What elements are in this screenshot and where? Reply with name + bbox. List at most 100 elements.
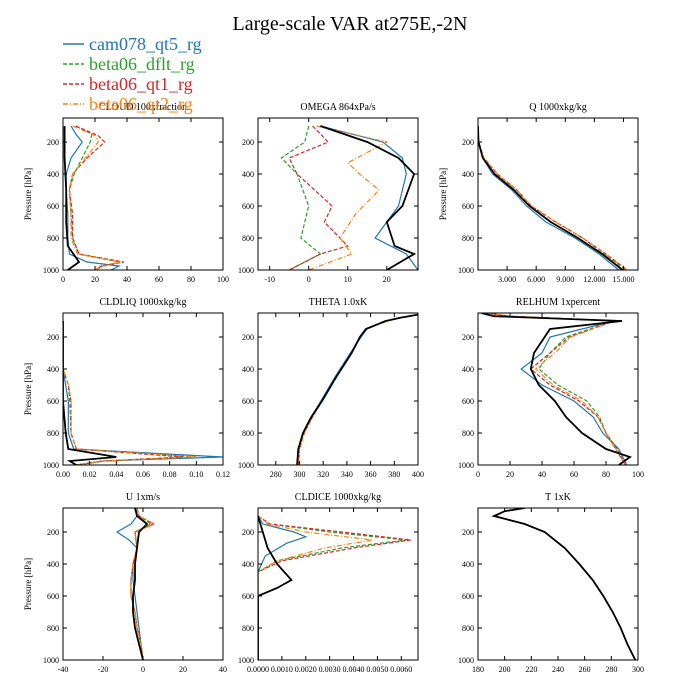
panel-5: 0 20 40 60 80 100 200 400 600 800 1000 RELHUM 1xper… — [458, 297, 644, 479]
x-tick-label: 40 — [123, 275, 131, 284]
y-tick-label: 800 — [47, 624, 59, 633]
y-tick-label: 800 — [242, 234, 254, 243]
x-tick-label: 20 — [179, 665, 187, 674]
x-tick-label: 220 — [525, 665, 537, 674]
y-tick-label: 400 — [462, 365, 474, 374]
y-tick-label: 200 — [47, 528, 59, 537]
plot-frame — [62, 312, 224, 466]
y-tick-label: 400 — [242, 170, 254, 179]
x-tick-label: 40 — [538, 470, 546, 479]
x-tick-label: 360 — [365, 470, 377, 479]
series-line-unlabeled — [132, 508, 149, 660]
series-line-beta06_qt1_rg — [258, 515, 411, 660]
x-tick-label: 0 — [476, 470, 480, 479]
series-line-beta06_qt2_rg — [63, 321, 197, 465]
series-line-beta06_dflt_rg — [478, 125, 626, 270]
x-tick-label: 15.000 — [612, 275, 634, 284]
panel-title: CLOUD 100xfraction — [99, 102, 187, 113]
y-tick-label: 600 — [462, 592, 474, 601]
panel-3: 0.00 0.02 0.04 0.06 0.08 0.10 0.12 200 400 600 800… — [23, 297, 230, 479]
y-tick-label: 600 — [462, 202, 474, 211]
y-tick-label: 600 — [47, 592, 59, 601]
x-tick-label: 80 — [602, 470, 610, 479]
y-tick-label: 200 — [462, 333, 474, 342]
x-tick-label: 100 — [217, 275, 229, 284]
series-line-beta06_dflt_rg — [258, 515, 407, 660]
x-tick-label: 0.0010 — [271, 665, 293, 674]
panel-title: T 1xK — [545, 492, 571, 503]
panel-6: -40 -20 0 20 40 200 400 600 800 1000 U 1xm/s Pressu… — [23, 492, 227, 674]
series-line-beta06_qt1_rg — [68, 125, 124, 270]
x-tick-label: 80 — [187, 275, 195, 284]
plot-frame — [62, 117, 224, 271]
series-line-beta06_qt2_rg — [297, 314, 418, 465]
series-line-beta06_dflt_rg — [297, 314, 418, 465]
legend-label-beta06_dflt_rg: beta06_dflt_rg — [89, 54, 195, 74]
panel-title: CLDLIQ 1000xkg/kg — [100, 297, 187, 308]
x-tick-label: 0.0000 — [247, 665, 269, 674]
x-tick-label: 240 — [552, 665, 564, 674]
series-line-cam078_qt5_rg — [493, 508, 636, 660]
series-line-beta06_qt2_rg — [478, 125, 627, 270]
x-tick-label: 3.000 — [498, 275, 516, 284]
y-tick-label: 1000 — [458, 461, 474, 470]
plot-frame — [257, 507, 419, 661]
y-tick-label: 800 — [462, 429, 474, 438]
y-tick-label: 800 — [242, 624, 254, 633]
legend: cam078_qt5_rgbeta06_dflt_rgbeta06_qt1_rg… — [63, 34, 202, 114]
series-line-beta06_qt2_rg — [308, 125, 389, 270]
y-tick-label: 1000 — [458, 656, 474, 665]
x-tick-label: 60 — [570, 470, 578, 479]
x-tick-label: 0.0020 — [295, 665, 317, 674]
y-tick-label: 400 — [47, 560, 59, 569]
series-line-beta06_dflt_rg — [63, 321, 197, 465]
y-tick-label: 200 — [242, 138, 254, 147]
y-tick-label: 400 — [47, 170, 59, 179]
y-tick-label: 1000 — [43, 656, 59, 665]
panel-1: -10 0 10 20 200 400 600 800 1000 OMEGA 864xPa/s — [238, 102, 419, 284]
y-tick-label: 1000 — [238, 656, 254, 665]
series-line-unlabeled — [491, 508, 637, 660]
series-line-unlabeled — [296, 313, 418, 465]
series-line-beta06_qt2_rg — [130, 508, 157, 660]
series-line-beta06_qt1_rg — [478, 125, 628, 270]
series-line-beta06_qt2_rg — [493, 508, 636, 660]
x-tick-label: 180 — [472, 665, 484, 674]
y-tick-label: 400 — [242, 365, 254, 374]
x-tick-label: 320 — [317, 470, 329, 479]
x-tick-label: 0.0050 — [366, 665, 388, 674]
y-tick-label: 400 — [47, 365, 59, 374]
y-tick-label: 400 — [462, 170, 474, 179]
plot-frame — [257, 117, 419, 271]
y-tick-label: 1000 — [43, 461, 59, 470]
panel-4: 280 300 320 340 360 380 400 200 400 600 800 1000 THE… — [238, 297, 424, 479]
y-tick-label: 600 — [242, 397, 254, 406]
y-axis-label: Pressure [hPa] — [23, 558, 33, 610]
x-tick-label: 280 — [270, 470, 282, 479]
y-axis-label: Pressure [hPa] — [438, 168, 448, 220]
series-line-unlabeled — [480, 313, 632, 465]
series-line-beta06_dflt_rg — [280, 125, 322, 270]
x-tick-label: 0.08 — [163, 470, 177, 479]
x-tick-label: 20 — [506, 470, 514, 479]
x-tick-label: 0.02 — [83, 470, 97, 479]
x-tick-label: 0 — [61, 275, 65, 284]
x-tick-label: 0.06 — [136, 470, 150, 479]
legend-label-cam078_qt5_rg: cam078_qt5_rg — [89, 34, 202, 54]
plot-frame — [477, 312, 639, 466]
x-tick-label: 6.000 — [527, 275, 545, 284]
x-tick-label: 9.000 — [556, 275, 574, 284]
figure-title: Large-scale VAR at275E,-2N — [233, 13, 468, 35]
x-tick-label: 60 — [155, 275, 163, 284]
x-tick-label: 260 — [579, 665, 591, 674]
x-tick-label: 0 — [307, 275, 311, 284]
series-line-cam078_qt5_rg — [258, 515, 308, 660]
series-line-unlabeled — [63, 321, 117, 465]
y-tick-label: 200 — [242, 528, 254, 537]
y-tick-label: 400 — [242, 560, 254, 569]
panel-title: THETA 1.0xK — [309, 297, 368, 308]
x-tick-label: 100 — [632, 470, 644, 479]
y-tick-label: 200 — [462, 528, 474, 537]
